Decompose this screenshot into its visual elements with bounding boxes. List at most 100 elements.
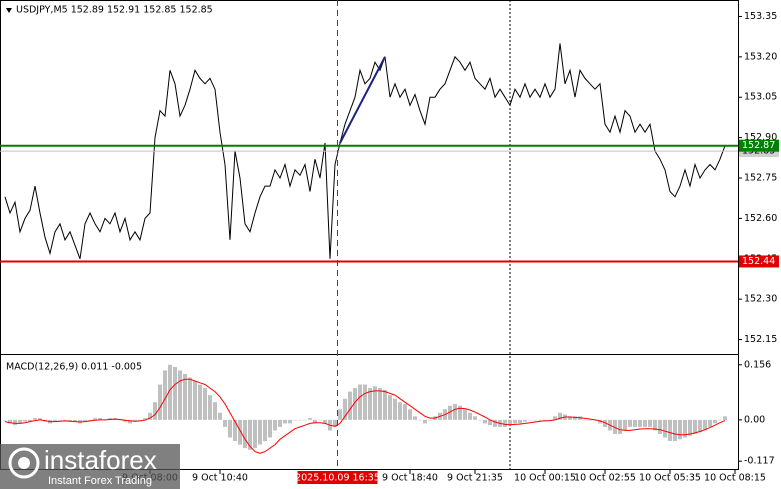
histogram-bar xyxy=(598,419,602,424)
histogram-bar xyxy=(543,419,547,421)
y-tick-label: 152.90 xyxy=(744,132,777,143)
histogram-bar xyxy=(18,419,22,424)
histogram-bar xyxy=(633,419,637,427)
level-label-box xyxy=(739,255,779,268)
histogram-bar xyxy=(663,419,667,438)
histogram-bar xyxy=(198,384,202,420)
histogram-bar xyxy=(338,409,342,420)
crosshair-label: 2025.10.09 16:35 xyxy=(295,473,380,484)
histogram-bar xyxy=(98,418,102,420)
level-label: 152.44 xyxy=(742,256,775,267)
histogram-bar xyxy=(553,416,557,420)
histogram-bar xyxy=(688,419,692,436)
histogram-bar xyxy=(483,419,487,424)
y-tick-label: 152.75 xyxy=(744,173,777,184)
histogram-bar xyxy=(603,419,607,427)
histogram-bar xyxy=(133,419,137,422)
histogram-bar xyxy=(653,419,657,431)
histogram-bar xyxy=(153,402,157,420)
y-tick-label: 153.35 xyxy=(744,11,777,22)
histogram-bar xyxy=(703,419,707,431)
histogram-bar xyxy=(318,419,322,421)
histogram-bar xyxy=(168,364,172,420)
histogram-bar xyxy=(518,419,522,424)
histogram-bar xyxy=(458,405,462,420)
histogram-bar xyxy=(568,416,572,420)
watermark-logo xyxy=(8,447,40,479)
price-title: USDJPY,M5 152.89 152.91 152.85 152.85 xyxy=(16,5,213,16)
histogram-bar xyxy=(128,419,132,424)
histogram-bar xyxy=(303,419,307,421)
histogram-bar xyxy=(193,381,197,420)
histogram-bar xyxy=(123,419,127,422)
histogram-bar xyxy=(613,419,617,434)
y-tick-label: 0.00 xyxy=(744,414,765,425)
histogram-bar xyxy=(658,419,662,434)
histogram-bar xyxy=(138,419,142,421)
histogram-bar xyxy=(668,419,672,442)
signal-line xyxy=(4,378,726,454)
histogram-bar xyxy=(28,419,32,422)
histogram-bar xyxy=(673,419,677,442)
histogram-bar xyxy=(158,384,162,420)
histogram-bar xyxy=(238,419,242,445)
histogram-bar xyxy=(588,419,592,421)
histogram-bar xyxy=(268,419,272,438)
histogram-bar xyxy=(188,377,192,420)
trendline xyxy=(339,56,386,144)
histogram-bar xyxy=(468,412,472,420)
x-tick-label: 10 Oct 05:35 xyxy=(639,473,701,484)
histogram-bar xyxy=(533,419,537,421)
y-tick-label: -0.117 xyxy=(744,456,775,467)
y-tick-label: 152.30 xyxy=(744,294,777,305)
histogram-bar xyxy=(273,419,277,431)
price-line xyxy=(4,43,726,259)
watermark-tagline: Instant Forex Trading xyxy=(48,475,152,487)
histogram-bar xyxy=(523,419,527,422)
histogram-bar xyxy=(353,388,357,420)
histogram-bar xyxy=(253,419,257,449)
histogram-bar xyxy=(8,419,12,424)
histogram-bar xyxy=(283,419,287,424)
histogram-bar xyxy=(718,419,722,421)
watermark-brand: instaforex xyxy=(44,445,157,475)
histogram-bar xyxy=(258,419,262,445)
histogram-bar xyxy=(38,418,42,420)
histogram-bar xyxy=(93,418,97,420)
histogram-bar xyxy=(428,419,432,421)
histogram-bar xyxy=(363,384,367,420)
histogram-bar xyxy=(393,398,397,420)
histogram-bar xyxy=(448,405,452,420)
histogram-bar xyxy=(233,419,237,442)
histogram-bar xyxy=(223,419,227,427)
histogram-bar xyxy=(493,419,497,427)
histogram-bar xyxy=(378,388,382,420)
x-tick-label: 9 Oct 10:40 xyxy=(192,473,248,484)
histogram-bar xyxy=(358,384,362,420)
histogram-bar xyxy=(68,419,72,422)
histogram-bar xyxy=(288,419,292,424)
histogram-bar xyxy=(628,419,632,427)
histogram-bar xyxy=(208,395,212,420)
histogram-bar xyxy=(108,418,112,420)
histogram-bar xyxy=(73,419,77,422)
histogram-bar xyxy=(163,370,167,420)
histogram-bar xyxy=(313,419,317,424)
x-tick-label: 10 Oct 02:55 xyxy=(574,473,636,484)
histogram-bar xyxy=(343,398,347,420)
histogram-bar xyxy=(583,419,587,421)
histogram-bar xyxy=(513,419,517,424)
macd-title: MACD(12,26,9) 0.011 -0.005 xyxy=(6,362,142,373)
y-tick-label: 153.20 xyxy=(744,51,777,62)
histogram-bar xyxy=(383,389,387,420)
histogram-bar xyxy=(63,419,67,421)
histogram-bar xyxy=(418,419,422,421)
x-tick-label: 9 Oct 21:35 xyxy=(447,473,503,484)
histogram-bar xyxy=(183,373,187,420)
histogram-bar xyxy=(33,418,37,420)
histogram-bar xyxy=(203,388,207,420)
histogram-bar xyxy=(58,419,62,421)
x-tick-label: 10 Oct 08:15 xyxy=(704,473,766,484)
histogram-bar xyxy=(573,416,577,420)
